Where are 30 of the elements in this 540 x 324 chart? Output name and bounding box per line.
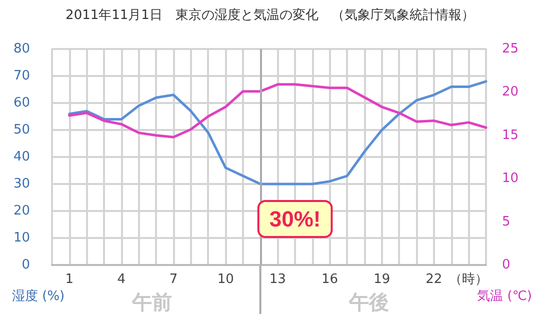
x-tick-label: （時） bbox=[449, 272, 488, 287]
y-tick-label: 40 bbox=[13, 150, 30, 164]
x-tick-label: 19 bbox=[374, 272, 390, 287]
chart-title: 2011年11月1日 東京の湿度と気温の変化 （気象庁気象統計情報） bbox=[66, 7, 474, 23]
y2-tick-label: 5 bbox=[502, 214, 510, 230]
x-tick-label: 7 bbox=[169, 272, 178, 287]
y-tick-label: 20 bbox=[13, 204, 30, 218]
y-tick-label: 80 bbox=[13, 42, 30, 56]
y2-tick-label: 10 bbox=[502, 171, 519, 186]
y-tick-label: 50 bbox=[13, 122, 30, 138]
x-tick-label: 10 bbox=[217, 272, 234, 287]
x-tick-label: 16 bbox=[321, 272, 338, 287]
line-series bbox=[68, 83, 488, 138]
x-tick-label: 13 bbox=[269, 272, 286, 287]
y2-axis-title: 気温 (℃) bbox=[477, 289, 532, 304]
y2-tick-label: 25 bbox=[502, 42, 519, 56]
y-tick-label: 70 bbox=[13, 68, 30, 84]
y-axis-title: 湿度 (%) bbox=[12, 288, 65, 304]
y-tick-label: 0 bbox=[22, 258, 30, 272]
y-tick-label: 10 bbox=[13, 230, 30, 246]
line-series bbox=[68, 80, 488, 186]
y-tick-label: 60 bbox=[13, 96, 30, 110]
x-tick-label: 4 bbox=[117, 272, 126, 287]
y2-tick-label: 15 bbox=[502, 128, 519, 143]
x-tick-label: 1 bbox=[65, 272, 74, 287]
annotation: 30%! bbox=[269, 206, 321, 232]
y-tick-label: 30 bbox=[13, 176, 30, 192]
y2-tick-label: 20 bbox=[502, 84, 519, 100]
y2-tick-label: 0 bbox=[502, 258, 510, 272]
x-tick-label: 22 bbox=[426, 272, 442, 287]
